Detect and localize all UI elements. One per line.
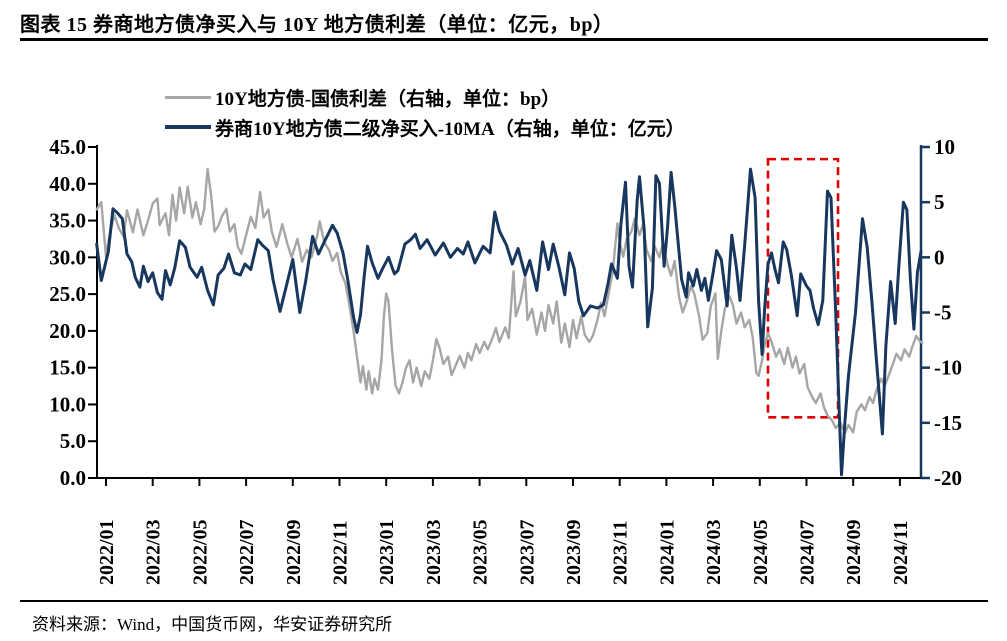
left-axis-tick-label: 25.0 [49,282,86,306]
navy-line-swatch-icon [165,125,211,129]
left-axis-tick-label: 35.0 [49,209,86,233]
right-axis-tick-label: 0 [934,245,945,269]
x-axis-tick-label: 2022/05 [189,519,211,585]
legend-item-spread: 10Y地方债-国债利差（右轴，单位：bp） [165,82,685,112]
x-axis-tick-label: 2023/05 [470,519,492,585]
right-axis-tick-label: -10 [934,356,962,380]
title-divider [20,38,988,41]
x-axis-tick-label: 2022/11 [330,521,352,585]
footer-divider [20,600,988,602]
source-note: 资料来源：Wind，中国货币网，华安证券研究所 [32,615,393,634]
left-axis-tick-label: 45.0 [49,135,86,159]
series-line-netbuy [95,167,923,477]
x-axis-tick-label: 2023/01 [376,519,398,585]
x-axis-tick-label: 2023/03 [423,519,445,585]
series-line-spread [95,167,924,435]
figure-title: 图表 15 券商地方债净买入与 10Y 地方债利差（单位：亿元，bp） [20,14,614,36]
x-axis-tick-label: 2023/07 [516,519,538,585]
right-axis-tick-label: 10 [934,135,955,159]
left-axis-tick-label: 20.0 [49,319,86,343]
chart-legend: 10Y地方债-国债利差（右轴，单位：bp） 券商10Y地方债二级净买入-10MA… [165,82,685,142]
left-axis-tick-label: 10.0 [49,392,86,416]
right-axis-tick-label: 5 [934,190,945,214]
left-axis-tick-label: 0.0 [60,466,86,490]
right-axis-tick-label: -5 [934,301,952,325]
right-axis-tick-label: -20 [934,466,962,490]
legend-label-netbuy: 券商10Y地方债二级净买入-10MA（右轴，单位：亿元） [215,118,685,140]
x-axis-tick-label: 2024/11 [890,521,912,585]
left-axis-tick-label: 30.0 [49,245,86,269]
x-axis-tick-label: 2023/09 [563,519,585,585]
x-axis-tick-label: 2022/03 [143,519,165,585]
x-axis-tick-label: 2023/11 [610,521,632,585]
x-axis-tick-label: 2024/01 [656,519,678,585]
x-axis-tick-label: 2024/09 [843,519,865,585]
left-axis-tick-label: 15.0 [49,356,86,380]
gray-line-swatch-icon [165,95,211,99]
right-axis-tick-label: -15 [934,411,962,435]
x-axis-tick-label: 2022/09 [283,519,305,585]
x-axis-tick-label: 2024/03 [703,519,725,585]
x-axis-tick-label: 2022/07 [236,519,258,585]
left-axis-tick-label: 5.0 [60,429,86,453]
left-axis-tick-label: 40.0 [49,172,86,196]
x-axis-tick-label: 2024/07 [797,519,819,585]
x-axis-tick-label: 2022/01 [96,519,118,585]
legend-item-netbuy: 券商10Y地方债二级净买入-10MA（右轴，单位：亿元） [165,112,685,142]
highlight-box [766,157,840,419]
x-axis-tick-label: 2024/05 [750,519,772,585]
legend-label-spread: 10Y地方债-国债利差（右轴，单位：bp） [215,88,561,110]
